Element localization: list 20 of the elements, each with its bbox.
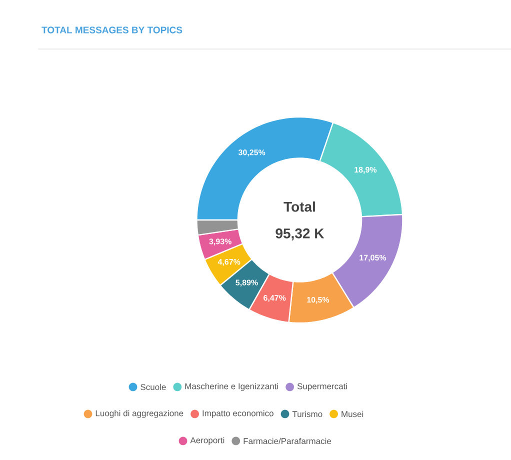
data-label: 17,05%	[360, 254, 386, 262]
data-label: 30,25%	[238, 150, 266, 156]
data-label: 4,67%	[218, 259, 240, 266]
legend-label: Luoghi di aggregazione	[96, 410, 184, 418]
legend-label: Impatto economico	[202, 410, 274, 418]
legend-label: Turismo	[292, 410, 322, 418]
legend-label: Mascherine e Igenizzanti	[185, 383, 278, 391]
legend-label: Scuole	[140, 384, 166, 390]
data-label: 10,5%	[307, 296, 330, 304]
data-label: 6,47%	[264, 295, 286, 302]
text: Total	[284, 201, 315, 212]
legend-label: Supermercati	[297, 383, 347, 391]
data-label: 3,93%	[209, 238, 232, 246]
chart-title: TOTAL MESSAGES BY TOPICS	[42, 26, 182, 34]
legend-label: Farmacie/Parafarmacie	[244, 438, 332, 444]
data-label: 5,89%	[236, 280, 258, 287]
text: 95,32 K	[276, 228, 324, 240]
data-label: 18,9%	[354, 166, 377, 174]
legend-label: Musei	[342, 410, 364, 418]
legend-label: Aeroporti	[190, 437, 224, 445]
